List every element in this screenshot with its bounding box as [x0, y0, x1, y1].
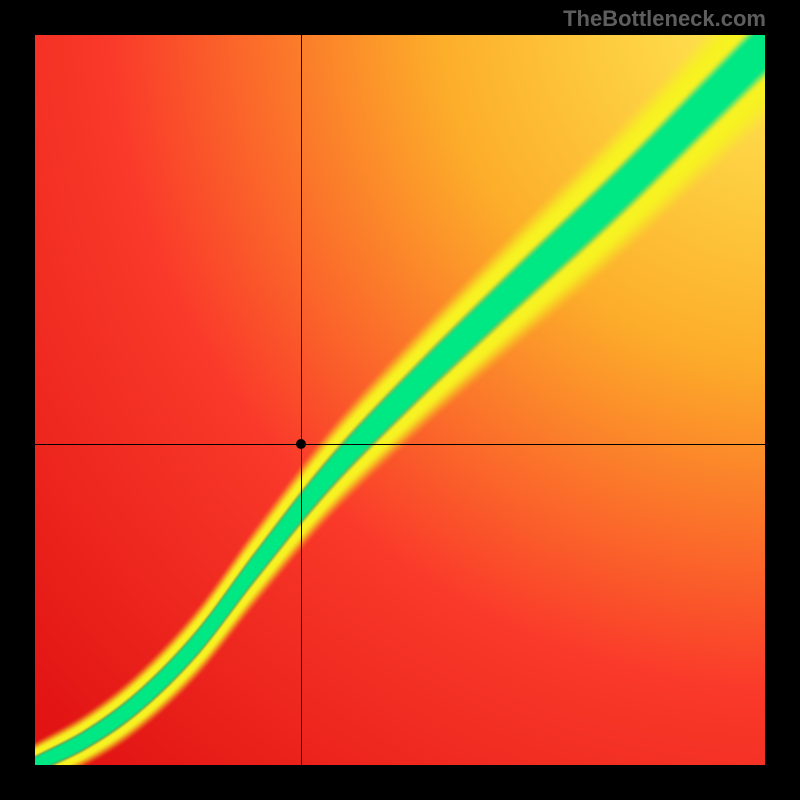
heatmap-plot	[35, 35, 765, 765]
crosshair-vertical	[301, 35, 302, 765]
heatmap-canvas	[35, 35, 765, 765]
watermark-text: TheBottleneck.com	[563, 6, 766, 32]
crosshair-marker	[296, 439, 306, 449]
crosshair-horizontal	[35, 444, 765, 445]
